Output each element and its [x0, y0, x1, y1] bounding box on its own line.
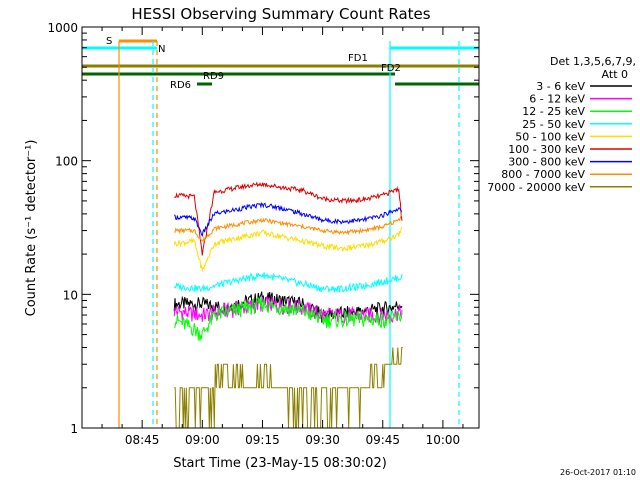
mode-label-rd9: RD9: [203, 71, 224, 82]
legend-label: 7000 - 20000 keV: [487, 181, 585, 194]
legend-label: 3 - 6 keV: [536, 80, 585, 93]
y-tick-label: 10: [63, 288, 78, 302]
legend-label: 6 - 12 keV: [529, 93, 585, 106]
mode-bars: [82, 39, 479, 86]
mode-label-fd2: FD2: [381, 63, 401, 74]
x-tick-label: 09:00: [185, 433, 220, 447]
chart-title: HESSI Observing Summary Count Rates: [131, 5, 430, 23]
series-line-3: [173, 272, 403, 293]
series-line-5: [173, 181, 403, 256]
x-tick-label: 09:30: [305, 433, 340, 447]
mode-label-fd1: FD1: [348, 53, 368, 64]
x-axis-ticks: 08:45 09:00 09:15 09:30 09:45 10:00: [101, 27, 464, 447]
mode-labels: S N FD1 FD2 RD9 RD6: [106, 36, 401, 91]
y-axis-ticks: 1 10 100 1000: [47, 21, 479, 436]
series-line-4: [173, 226, 403, 272]
series-line-7: [174, 213, 403, 243]
mode-lines: [118, 41, 460, 428]
legend-label: 100 - 300 keV: [508, 143, 585, 156]
mode-label-rd6: RD6: [170, 80, 191, 91]
y-tick-label: 1000: [47, 21, 78, 35]
y-axis-label: Count Rate (s⁻¹ detector⁻¹): [24, 140, 39, 317]
y-tick-label: 1: [70, 422, 78, 436]
timestamp: 26-Oct-2017 01:10: [560, 468, 636, 477]
x-tick-label: 10:00: [426, 433, 461, 447]
legend-label: 800 - 7000 keV: [501, 168, 585, 181]
x-tick-label: 08:45: [125, 433, 160, 447]
x-tick-label: 09:15: [245, 433, 280, 447]
series-traces: [173, 181, 403, 429]
legend-label: 50 - 100 keV: [515, 130, 585, 143]
legend-label: 25 - 50 keV: [522, 118, 585, 131]
legend-subtitle: Att 0: [602, 68, 628, 81]
legend-title: Det 1,3,5,6,7,9,: [550, 55, 636, 68]
plot-frame: [81, 26, 480, 429]
legend-label: 300 - 800 keV: [508, 156, 585, 169]
y-tick-label: 100: [55, 155, 78, 169]
series-line-6: [173, 202, 403, 237]
mode-label-n: N: [158, 44, 165, 55]
x-tick-label: 09:45: [365, 433, 400, 447]
legend-label: 12 - 25 keV: [522, 105, 585, 118]
x-axis-label: Start Time (23-May-15 08:30:02): [173, 456, 387, 471]
mode-label-s: S: [106, 36, 112, 47]
series-line-2: [173, 296, 403, 342]
